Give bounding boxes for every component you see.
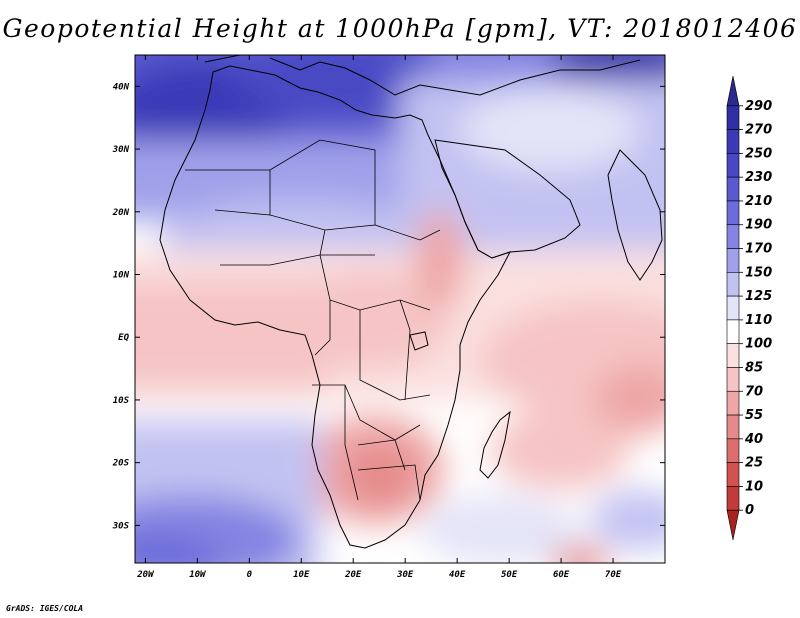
grads-credit: GrADS: IGES/COLA — [6, 604, 84, 613]
colorbar-swatch — [726, 176, 740, 202]
colorbar-label: 230 — [745, 170, 772, 185]
lat-tick-label: 20S — [112, 459, 130, 469]
colorbar-swatch — [726, 367, 740, 392]
lake-victoria — [409, 331, 429, 351]
colorbar-swatch — [726, 153, 740, 178]
lon-tick-label: 50E — [501, 570, 518, 580]
lon-tick-label: 30E — [396, 570, 414, 580]
lon-tick-label: 10E — [293, 570, 310, 580]
colorbar-label: 150 — [745, 265, 772, 280]
colorbar-swatch — [726, 272, 740, 297]
colorbar-label: 10 — [745, 479, 763, 494]
lon-tick-label: 40E — [449, 570, 466, 580]
colorbar-label: 40 — [744, 432, 763, 447]
africa-coastline — [159, 65, 512, 549]
lat-axis: 40N 30N 20N 10N EQ 10S 20S 30S — [112, 82, 665, 531]
colorbar-label: 0 — [745, 503, 754, 518]
colorbar-label: 170 — [745, 242, 772, 257]
colorbar-swatch — [726, 486, 740, 511]
country-borders — [185, 139, 441, 501]
lon-tick-label: 70E — [605, 570, 622, 580]
lat-tick-label: EQ — [118, 333, 129, 343]
colorbar-label: 70 — [745, 384, 763, 399]
lat-tick-label: 40N — [113, 82, 130, 92]
lon-tick-label: 20W — [136, 570, 155, 580]
colorbar: 2902702502302101901701501251101008570554… — [726, 75, 772, 541]
colorbar-swatch — [726, 390, 740, 416]
colorbar-label: 250 — [745, 146, 772, 161]
colorbar-label: 210 — [745, 194, 772, 209]
map-title: Geopotential Height at 1000hPa [gpm], VT… — [2, 14, 798, 43]
madagascar — [479, 410, 511, 479]
lon-axis: 20W 10W 0 10E 20E 30E 40E 50E 60E 70E — [136, 55, 622, 580]
colorbar-swatch — [726, 509, 740, 541]
lon-tick-label: 10W — [189, 570, 207, 580]
colorbar-label: 125 — [745, 289, 772, 304]
colorbar-label: 85 — [745, 360, 763, 375]
colorbar-swatch — [726, 462, 740, 487]
lat-tick-label: 30N — [112, 145, 130, 155]
colorbar-swatch — [726, 224, 740, 249]
colorbar-label: 290 — [745, 99, 772, 114]
colorbar-swatch — [726, 295, 740, 321]
height-field — [135, 55, 665, 563]
colorbar-swatch — [726, 343, 740, 368]
lon-tick-label: 60E — [553, 570, 570, 580]
plot-frame — [134, 54, 666, 564]
colorbar-swatch — [726, 105, 740, 130]
india — [607, 149, 663, 281]
colorbar-label: 55 — [745, 408, 763, 423]
colorbar-swatch — [726, 319, 740, 344]
europe-coast — [204, 55, 641, 96]
colorbar-swatch — [726, 75, 740, 107]
colorbar-swatch — [726, 248, 740, 273]
lat-tick-label: 30S — [112, 521, 130, 531]
colorbar-label: 270 — [745, 123, 772, 138]
colorbar-label: 100 — [745, 337, 772, 352]
colorbar-swatch — [726, 129, 740, 154]
coastlines — [159, 55, 663, 549]
lat-tick-label: 20N — [112, 208, 130, 218]
colorbar-swatch — [726, 438, 740, 463]
colorbar-label: 25 — [745, 456, 763, 471]
lon-tick-label: 0 — [247, 570, 253, 580]
lat-tick-label: 10S — [113, 396, 130, 406]
colorbar-label: 190 — [745, 218, 772, 233]
colorbar-label: 110 — [745, 313, 772, 328]
colorbar-swatch — [726, 414, 740, 440]
lon-tick-label: 20E — [344, 570, 362, 580]
colorbar-swatch — [726, 200, 740, 226]
lat-tick-label: 10N — [113, 271, 130, 281]
arabian-peninsula — [434, 139, 581, 259]
